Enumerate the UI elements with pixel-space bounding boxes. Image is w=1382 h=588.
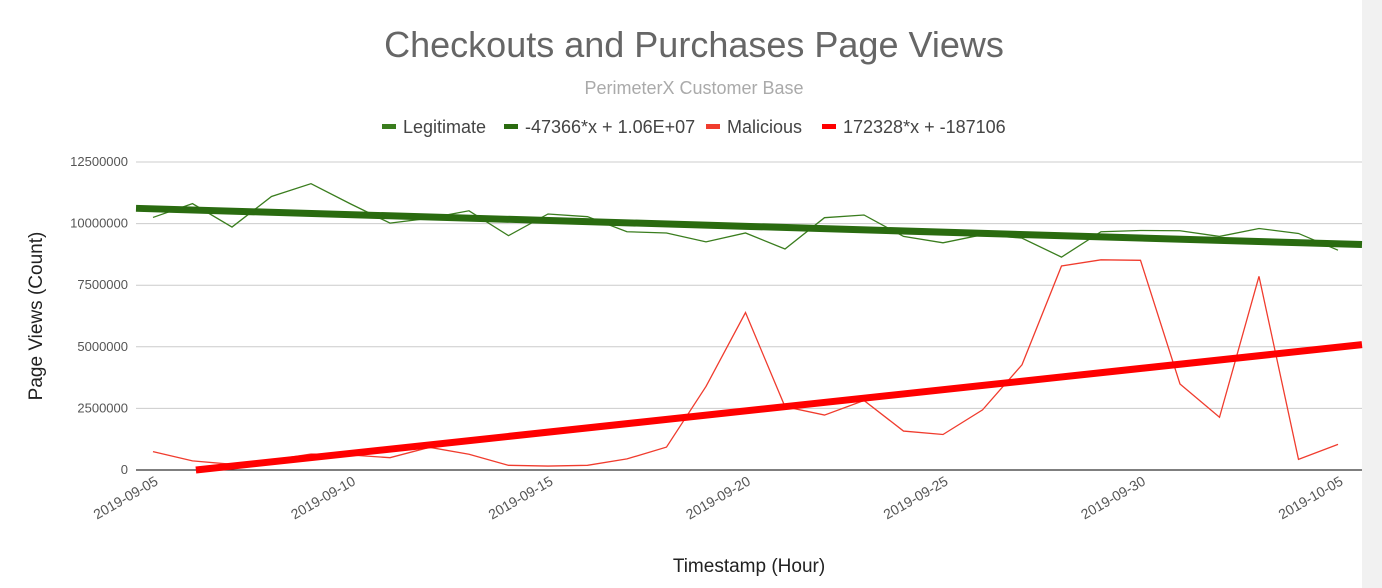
legend-swatch [382,124,396,129]
y-axis-ticks: 0 2500000 5000000 7500000 10000000 12500000 [70,154,128,477]
y-tick-label: 7500000 [77,277,128,292]
x-tick-label: 2019-10-05 [1275,473,1345,523]
legend-item: Legitimate [382,117,486,137]
legend-label: Malicious [727,117,802,137]
legend-swatch [822,124,836,129]
x-tick-label: 2019-09-10 [288,473,358,523]
x-tick-label: 2019-09-30 [1078,473,1148,523]
x-tick-label: 2019-09-25 [880,473,950,523]
gridlines [136,161,1362,471]
x-axis-ticks: 2019-09-05 2019-09-10 2019-09-15 2019-09-20… [90,473,1345,523]
y-tick-label: 12500000 [70,154,128,169]
trendline-0 [135,204,1363,249]
y-axis-title: Page Views (Count) [26,232,47,401]
plot-area [135,182,1363,474]
legend-swatch [504,124,518,129]
legend-label: 172328*x + -187106 [843,117,1006,137]
scrollbar-gutter [1362,0,1382,588]
legend-label: Legitimate [403,117,486,137]
legend-swatch [706,124,720,129]
x-tick-label: 2019-09-15 [485,473,555,523]
legend-item: -47366*x + 1.06E+07 [504,117,695,137]
y-tick-label: 10000000 [70,216,128,231]
y-tick-label: 2500000 [77,400,128,415]
x-tick-label: 2019-09-05 [90,473,160,523]
y-tick-label: 5000000 [77,339,128,354]
chart-title: Checkouts and Purchases Page Views [384,24,1004,65]
chart-subtitle: PerimeterX Customer Base [584,78,803,98]
x-axis-title: Timestamp (Hour) [673,556,825,577]
y-tick-label: 0 [121,462,128,477]
legend-item: 172328*x + -187106 [822,117,1006,137]
legend-label: -47366*x + 1.06E+07 [525,117,695,137]
trendline-1 [195,341,1363,474]
series-line-legitimate [152,182,1339,258]
legend-item: Malicious [706,117,802,137]
legend: Legitimate -47366*x + 1.06E+07 Malicious 17… [382,117,1006,137]
x-tick-label: 2019-09-20 [683,473,753,523]
